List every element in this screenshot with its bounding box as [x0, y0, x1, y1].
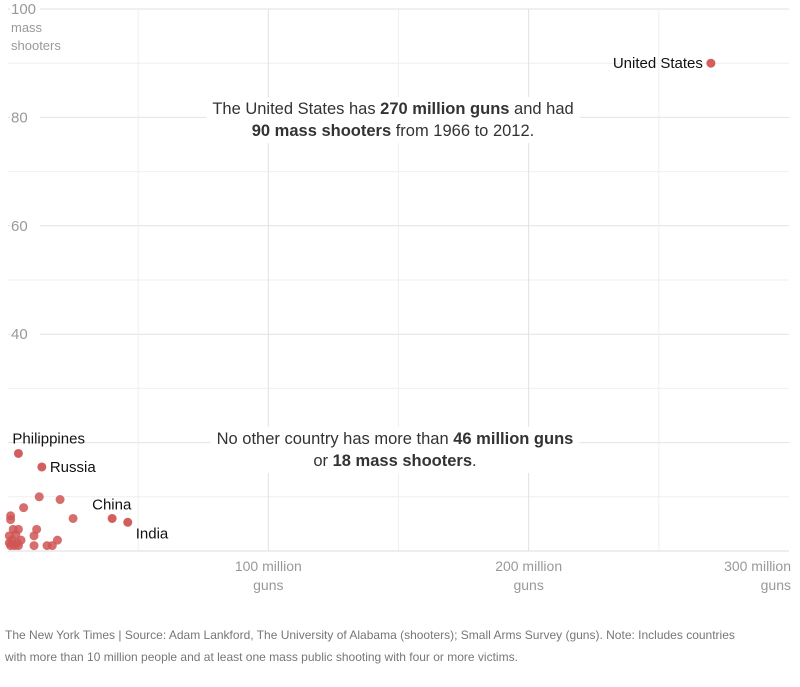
x-tick-label: 300 million — [724, 558, 791, 574]
annotation-bold-text: 18 mass shooters — [333, 452, 472, 470]
annotation-text: The United States has — [212, 100, 380, 118]
country-point-russia — [37, 462, 47, 472]
y-axis-ticks: 100 mass shooters 80 60 40 — [10, 0, 61, 343]
source-footer: The New York Times | Source: Adam Lankfo… — [5, 624, 795, 668]
annotation-bg — [206, 97, 580, 143]
y-tick-label: 100 — [11, 1, 36, 18]
annotation-text: from 1966 to 2012. — [391, 122, 534, 140]
y-tick-bg — [10, 107, 40, 126]
annotation-bold-text: 270 million guns — [380, 100, 509, 118]
annotation-bg — [210, 427, 580, 473]
country-label-russia: Russia — [50, 459, 97, 476]
y-tick-label: 80 — [11, 109, 28, 126]
y-unit-label: shooters — [11, 38, 61, 53]
annotation-line: No other country has more than 46 millio… — [217, 430, 574, 448]
country-point — [47, 541, 57, 551]
annotation-bold-text: 90 mass shooters — [252, 122, 391, 140]
us-note: The United States has 270 million guns a… — [206, 97, 580, 143]
country-point — [34, 492, 44, 502]
country-point — [29, 531, 39, 541]
annotations: The United States has 270 million guns a… — [206, 97, 580, 473]
country-point-united-states — [706, 58, 716, 68]
country-point — [6, 515, 16, 525]
x-tick-unit: guns — [253, 577, 283, 593]
x-tick-label: 200 million — [495, 558, 562, 574]
scatter-chart: 100 mass shooters 80 60 40 100 million guns 200… — [4, 0, 791, 593]
country-point — [19, 503, 29, 513]
y-tick-bg — [10, 0, 40, 17]
annotation-text: No other country has more than — [217, 430, 454, 448]
annotation-line: 90 mass shooters from 1966 to 2012. — [252, 122, 535, 140]
y-tick-label: 60 — [11, 218, 28, 235]
y-tick-label: 40 — [11, 326, 28, 343]
annotation-bold-text: 46 million guns — [453, 430, 573, 448]
annotation-text: or — [313, 452, 332, 470]
country-label-philippines: Philippines — [12, 430, 85, 447]
country-point-india — [123, 517, 133, 527]
other-note: No other country has more than 46 millio… — [210, 427, 580, 473]
annotation-text: and had — [509, 100, 573, 118]
country-point — [29, 541, 39, 551]
annotation-line: The United States has 270 million guns a… — [212, 100, 573, 118]
x-axis-ticks: 100 million guns 200 million guns 300 millio… — [235, 558, 791, 593]
country-label-india: India — [136, 525, 169, 542]
y-unit-label: mass — [11, 20, 43, 35]
x-tick-unit: guns — [761, 577, 791, 593]
y-tick-bg — [10, 324, 40, 343]
x-tick-label: 100 million — [235, 558, 302, 574]
x-tick-unit: guns — [513, 577, 543, 593]
data-points — [4, 58, 716, 551]
y-tick-bg — [10, 215, 40, 234]
annotation-text: . — [472, 452, 477, 470]
country-point-philippines — [13, 448, 23, 458]
country-point — [55, 495, 65, 505]
country-point-china — [107, 513, 117, 523]
country-point — [68, 513, 78, 523]
annotation-line: or 18 mass shooters. — [313, 452, 476, 470]
country-label-united-states: United States — [613, 55, 703, 72]
country-label-china: China — [92, 496, 132, 513]
country-point — [16, 535, 26, 545]
footer-line-2: with more than 10 million people and at … — [5, 650, 518, 664]
footer-line-1: The New York Times | Source: Adam Lankfo… — [5, 628, 735, 642]
